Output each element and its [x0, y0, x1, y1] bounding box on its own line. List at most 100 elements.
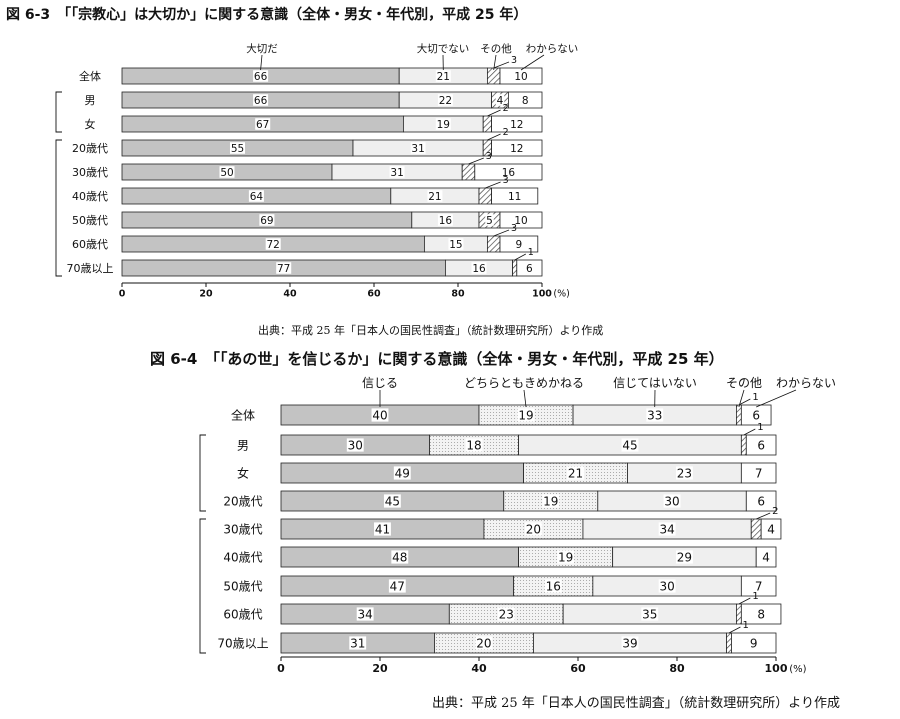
chart1-data-label: 72 [267, 239, 280, 251]
chart1-category-label: 40歳代 [72, 190, 108, 203]
chart2-data-label-bg [753, 579, 764, 593]
chart1-legend-label: 大切でない [417, 42, 470, 55]
chart1-data-label-bg [448, 238, 464, 250]
chart1-legend-label: わからない [526, 43, 579, 55]
chart2-data-label-bg [621, 438, 639, 452]
chart2-category-label: 男 [237, 438, 249, 452]
chart2-data-label-bg [391, 550, 409, 564]
chart1-data-label: 3 [486, 151, 492, 162]
chart1-data-label-bg [389, 166, 405, 178]
chart1-x-tick-label: 60 [367, 289, 381, 300]
chart1-category-label: 男 [85, 94, 96, 107]
chart2-data-label: 2 [772, 506, 778, 517]
chart2-leader-line [738, 597, 751, 605]
chart1-x-tick-label: 100 [532, 289, 552, 300]
chart1-data-label: 6 [526, 263, 533, 275]
chart2-legend-leader [738, 389, 745, 408]
chart1-data-label-bg [525, 262, 534, 274]
chart2-data-label: 40 [372, 408, 387, 422]
chart1-leader-line [487, 109, 501, 117]
chart2-category-label: 40歳代 [223, 550, 262, 564]
chart2-data-label-bg [383, 494, 401, 508]
chart2-data-label: 1 [752, 392, 758, 403]
chart1-data-label: 21 [428, 191, 441, 203]
chart2-data-label: 33 [647, 408, 662, 422]
chart1-data-label: 10 [514, 71, 527, 83]
chart2-data-label-bg [753, 466, 764, 480]
chart1-leader-line [487, 133, 501, 141]
chart1-data-label: 22 [439, 95, 452, 107]
chart2-x-tick-label: 0 [277, 662, 285, 675]
chart2-data-label: 20 [476, 636, 491, 650]
chart1-data-label-bg [229, 142, 246, 154]
chart2-data-label-bg [766, 522, 776, 536]
chart1-data-label: 8 [522, 95, 529, 107]
chart1-data-label-bg [509, 118, 525, 130]
chart2-data-label: 9 [750, 636, 758, 650]
chart2-data-label-bg [756, 607, 766, 621]
chart1-data-label: 31 [390, 167, 403, 179]
chart1-leader-line [514, 253, 526, 261]
chart1-data-label: 1 [528, 247, 534, 258]
chart1-group-bracket [55, 91, 62, 133]
chart2-data-label: 19 [558, 550, 573, 564]
chart1-data-label: 15 [449, 239, 462, 251]
chart1-data-label: 50 [220, 167, 233, 179]
chart1-data-label: 64 [250, 191, 264, 203]
chart2-x-tick-label: 100 [765, 662, 788, 675]
chart2-data-label: 30 [659, 579, 674, 593]
chart1-data-label: 4 [497, 95, 504, 107]
chart1-data-label: 3 [511, 223, 517, 234]
chart2-leader-line [756, 512, 771, 520]
chart2-data-label-bg [663, 494, 681, 508]
chart2-legend-label: どちらともきめかねる [464, 376, 584, 390]
chart1-data-label: 31 [411, 143, 424, 155]
chart1-data-label: 19 [437, 119, 450, 131]
chart2-bar-segment [736, 404, 742, 426]
chart2-legend-leader [523, 389, 527, 408]
chart1-data-label: 3 [511, 55, 517, 66]
chart2-data-label-bg [517, 408, 535, 422]
chart1-data-label-bg [435, 118, 451, 130]
chart2-data-label-bg [756, 438, 766, 452]
chart2-data-label-bg [658, 522, 676, 536]
chart2-leader-line [728, 626, 741, 634]
chart2-x-tick-label: 80 [669, 662, 685, 675]
chart1-legend-label: 大切だ [246, 42, 278, 55]
chart1-data-label: 11 [508, 191, 521, 203]
chart2-source: 出典：平成 25 年「日本人の国民性調査」（統計数理研究所）より作成 [432, 696, 841, 711]
chart2-data-label: 7 [755, 579, 763, 593]
chart2-data-label: 23 [499, 607, 514, 621]
chart2-legend-leader [756, 389, 797, 408]
chart1-category-label: 全体 [79, 69, 101, 83]
chart2-x-tick-label: 60 [570, 662, 586, 675]
chart2-data-label-bg [393, 466, 411, 480]
chart2-data-label-bg [497, 607, 515, 621]
chart2-data-label: 6 [757, 494, 765, 508]
chart1-data-label: 5 [486, 215, 493, 227]
chart2-data-label: 48 [392, 550, 407, 564]
chart1-source: 出典：平成 25 年「日本人の国民性調査」（統計数理研究所）より作成 [258, 324, 604, 337]
chart2-data-label: 16 [546, 579, 561, 593]
chart2-category-label: 50歳代 [223, 579, 262, 593]
chart1-data-label-bg [437, 214, 453, 226]
chart1-data-label-bg [253, 94, 269, 106]
chart2-group-bracket [199, 434, 206, 512]
chart1-data-label-bg [435, 70, 451, 82]
chart2-data-label: 29 [677, 550, 692, 564]
chart1-data-label-bg [276, 262, 292, 274]
chart2-data-label-bg [658, 579, 676, 593]
chart1-data-label-bg [427, 190, 443, 202]
chart1-leader-line [485, 181, 501, 189]
chart2-data-label-bg [756, 494, 766, 508]
chart1-category-label: 20歳代 [72, 142, 108, 155]
chart2-data-label: 39 [622, 636, 637, 650]
chart1-x-tick-label: 20 [199, 289, 213, 300]
chart1-data-label: 12 [510, 119, 523, 131]
chart1-data-label-bg [485, 214, 494, 226]
chart1-data-label-bg [495, 94, 505, 106]
chart1-data-label-bg [513, 214, 529, 226]
chart2-legend-label: 信じてはいない [613, 376, 697, 390]
chart2-data-label: 31 [350, 636, 365, 650]
